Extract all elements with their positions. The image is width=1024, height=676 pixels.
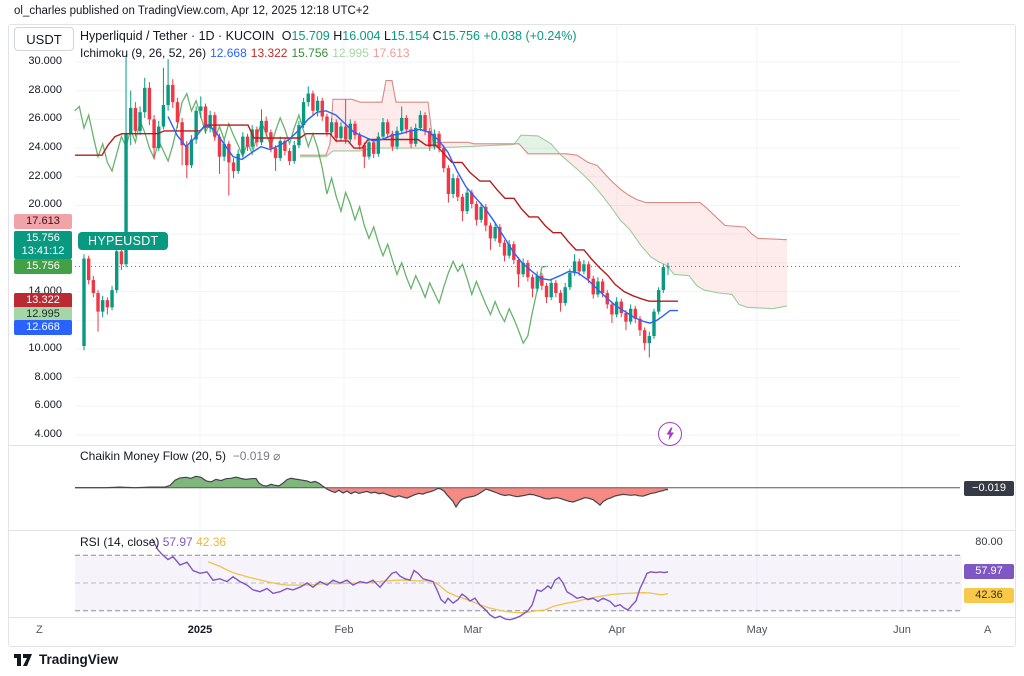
tradingview-icon	[14, 653, 32, 666]
cmf-title: Chaikin Money Flow (20, 5)	[80, 449, 227, 463]
price-tick-label[interactable]: 20.000	[28, 198, 62, 211]
cmf-empty-marker: ⌀	[273, 449, 281, 463]
open-label: O	[281, 29, 292, 43]
ichimoku-lead2-value: 17.613	[372, 46, 410, 60]
rsi-value: 57.97	[162, 535, 193, 549]
ichimoku-lagging-value: 15.756	[291, 46, 329, 60]
price-label-lead2: 17.613	[14, 214, 72, 229]
change-value: +0.038 (+0.24%)	[483, 29, 577, 43]
cmf-value: −0.019	[232, 449, 270, 463]
price-label-conversion: 12.668	[14, 320, 72, 335]
price-label-current: 15.756 13:41:12	[14, 231, 72, 259]
chart-widget-frame	[8, 24, 1016, 647]
ichimoku-cloud-layer	[300, 80, 788, 310]
rsi-value-badge: 57.97	[964, 564, 1014, 579]
ichimoku-legend[interactable]: Ichimoku (9, 26, 52, 26) 12.668 13.322 15.7…	[80, 46, 414, 60]
time-tick-label[interactable]: Feb	[334, 624, 354, 636]
high-label: H	[333, 29, 343, 43]
price-label-lagging: 15.756	[14, 259, 72, 274]
low-label: L	[383, 29, 391, 43]
grid-layer	[75, 26, 960, 617]
symbol-legend[interactable]: Hyperliquid / Tether · 1D · KUCOIN O15.7…	[80, 29, 577, 43]
published-attribution: ol_charles published on TradingView.com,…	[14, 5, 369, 17]
price-tick-label[interactable]: 10.000	[28, 341, 62, 354]
brand-name: TradingView	[39, 652, 119, 667]
pane-separators	[9, 445, 1015, 618]
time-tick-label[interactable]: Apr	[608, 624, 626, 636]
auto-scale-letter: A	[984, 624, 992, 636]
time-tick-label[interactable]: Mar	[463, 624, 483, 636]
price-tick-label[interactable]: 30.000	[28, 55, 62, 67]
ichimoku-conversion-value: 12.668	[210, 46, 247, 60]
ichimoku-lead1-value: 12.995	[332, 46, 369, 60]
lagging-span-layer	[74, 91, 547, 345]
close-value: 15.756	[441, 29, 480, 43]
time-tick-label[interactable]: May	[746, 624, 768, 636]
high-value: 16.004	[342, 29, 381, 43]
rsi-ma-value: 42.36	[196, 535, 227, 549]
timezone-letter: Z	[36, 624, 43, 636]
ichimoku-title: Ichimoku (9, 26, 52, 26)	[80, 46, 207, 60]
currency-unit-button[interactable]: USDT	[14, 27, 74, 51]
lightning-icon	[666, 427, 674, 441]
price-tick-label[interactable]: 8.000	[34, 370, 62, 383]
candlestick-layer	[82, 56, 670, 358]
price-tick-label[interactable]: 28.000	[28, 83, 62, 96]
quick-trade-lightning-button[interactable]	[658, 422, 682, 446]
bar-countdown: 13:41:12	[21, 245, 65, 257]
rsi-title: RSI (14, close)	[80, 535, 160, 549]
symbol-title: Hyperliquid / Tether · 1D · KUCOIN	[80, 29, 275, 43]
price-tick-label[interactable]: 4.000	[34, 427, 62, 440]
rsi-ma-value-badge: 42.36	[964, 588, 1014, 603]
price-tick-label[interactable]: 24.000	[28, 141, 62, 154]
symbol-flag-badge: HYPEUSDT	[78, 232, 169, 250]
low-value: 15.154	[390, 29, 430, 43]
cmf-value-badge: −0.019	[964, 481, 1014, 496]
rsi-layer	[75, 538, 962, 621]
open-value: 15.709	[291, 29, 330, 43]
ichimoku-base-value: 13.322	[250, 46, 288, 60]
price-tick-label[interactable]: 6.000	[34, 399, 62, 412]
price-label-base: 13.322	[14, 293, 72, 308]
time-tick-label[interactable]: 2025	[187, 624, 213, 636]
price-label-lead1: 12.995	[14, 307, 72, 322]
cmf-layer	[75, 475, 960, 509]
time-tick-label[interactable]: Jun	[893, 624, 911, 636]
cmf-legend[interactable]: Chaikin Money Flow (20, 5) −0.019 ⌀	[80, 449, 280, 463]
ichimoku-lines-layer	[75, 110, 678, 324]
tradingview-logo-link[interactable]: TradingView	[14, 652, 118, 667]
close-label: C	[432, 29, 442, 43]
rsi-legend[interactable]: RSI (14, close) 57.97 42.36	[80, 535, 226, 549]
current-price: 15.756	[26, 232, 60, 244]
price-tick-label[interactable]: 22.000	[28, 169, 62, 182]
price-tick-label[interactable]: 26.000	[28, 112, 62, 125]
rsi-scale-label: 80.00	[975, 536, 1003, 548]
